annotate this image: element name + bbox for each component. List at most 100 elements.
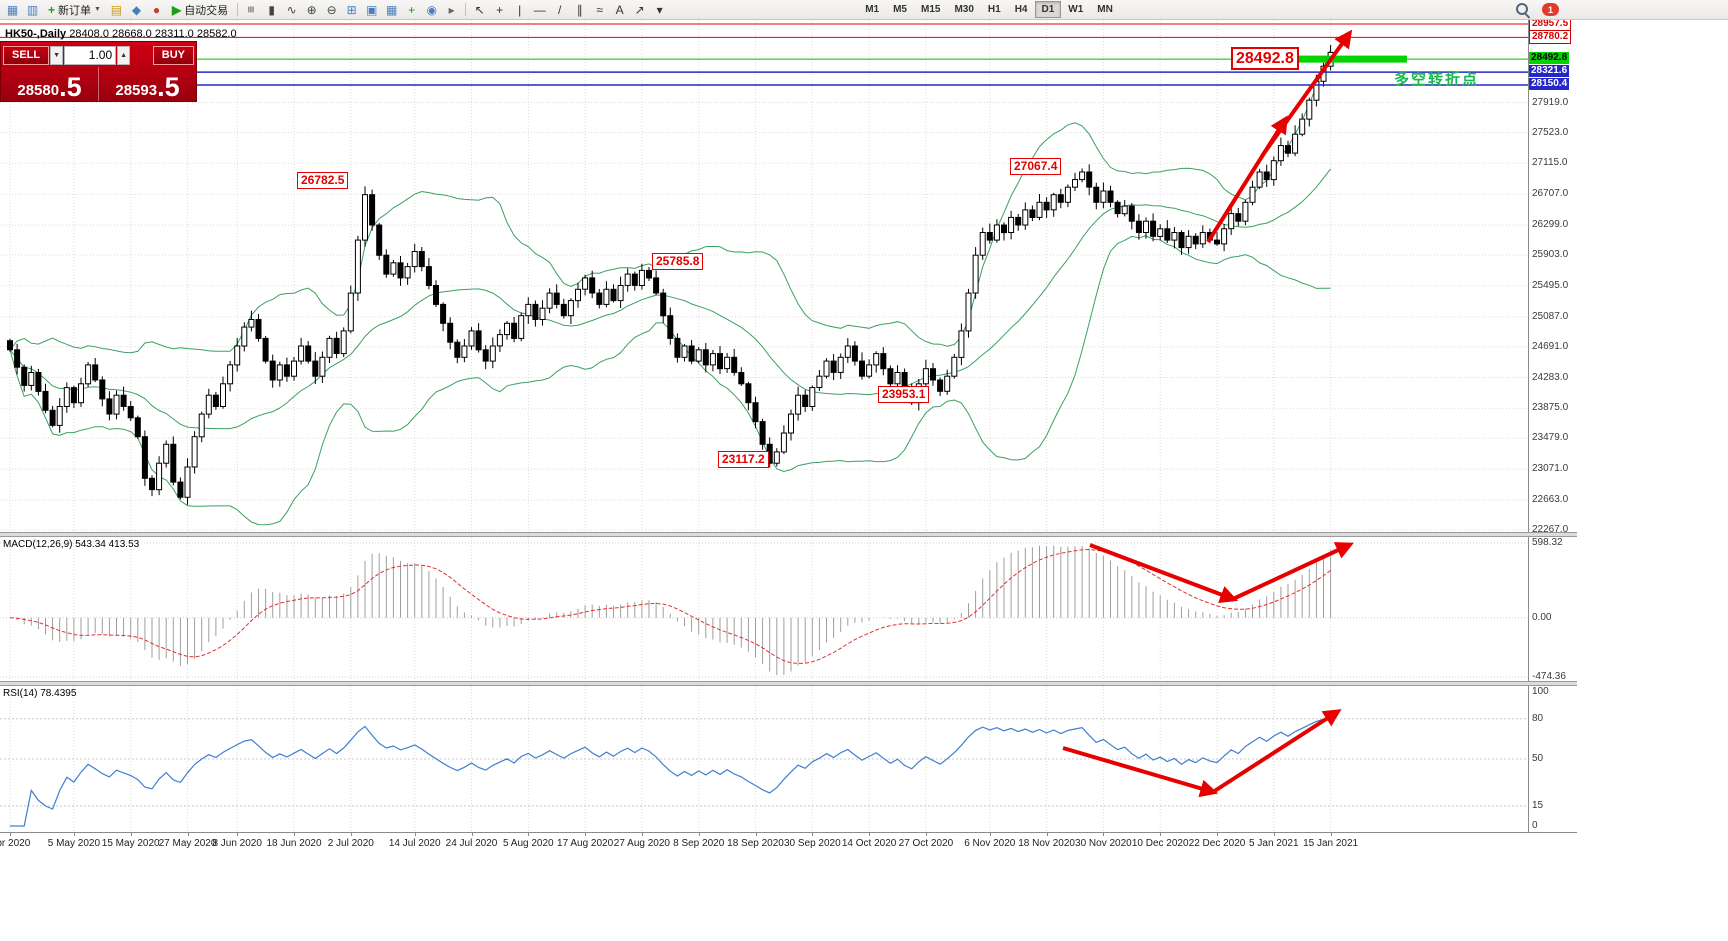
text-icon[interactable]: A <box>615 2 624 17</box>
timeframe-mn-button[interactable]: MN <box>1090 1 1120 18</box>
date-tick <box>73 833 75 836</box>
main-chart[interactable] <box>0 20 1528 534</box>
date-axis-label: 24 Jul 2020 <box>445 838 498 849</box>
date-tick <box>471 833 473 836</box>
price-axis-label: 26299.0 <box>1532 219 1569 231</box>
notification-badge[interactable]: 1 <box>1542 3 1559 16</box>
search-icon[interactable] <box>1516 3 1531 19</box>
rsi-axis-label: 0 <box>1532 820 1538 831</box>
history-center-icon[interactable]: ▤ <box>110 2 123 17</box>
rsi-pane[interactable] <box>0 686 1528 832</box>
cascade-windows-icon[interactable]: ▣ <box>366 2 378 17</box>
buy-button[interactable]: BUY <box>152 45 194 65</box>
price-axis-label: 27115.0 <box>1532 157 1568 169</box>
line-chart-icon[interactable]: ∿ <box>286 2 297 17</box>
volume-input[interactable] <box>64 45 117 65</box>
date-tick <box>869 833 871 836</box>
rsi-axis-label: 50 <box>1532 753 1544 764</box>
timeframe-m1-button[interactable]: M1 <box>858 1 886 18</box>
arrow-tools-icon[interactable]: ↗ <box>634 2 645 17</box>
date-tick <box>528 833 530 836</box>
date-axis-label: 27 Aug 2020 <box>613 838 670 849</box>
channel-icon[interactable]: ∥ <box>576 2 583 17</box>
date-axis-label: 8 Sep 2020 <box>673 838 725 849</box>
timeframe-h4-button[interactable]: H4 <box>1008 1 1035 18</box>
rsi-axis-label: 100 <box>1532 686 1549 697</box>
toolbar: ▦ ▥ + 新订单 ▼ ▤ ◆ ● ▶ 自动交易 ≡ ▮ ∿ ⊕ ⊖ ⊞ ▣ ▦ + ◉ ▸ ↖ + | — / ∥… <box>0 0 1728 20</box>
buy-price-frac: .5 <box>157 72 180 103</box>
timeframe-d1-button[interactable]: D1 <box>1034 1 1062 18</box>
price-axis-label: 24691.0 <box>1532 340 1569 352</box>
zoom-in-icon[interactable]: ⊕ <box>306 2 317 17</box>
alerts-icon[interactable]: ● <box>152 2 161 17</box>
objects-list-icon[interactable]: ▾ <box>656 2 663 17</box>
timeframe-m15-button[interactable]: M15 <box>914 1 947 18</box>
sell-button[interactable]: SELL <box>3 45 50 65</box>
new-order-label: 新订单 <box>58 4 92 17</box>
price-axis-label: 25903.0 <box>1532 249 1569 260</box>
timeframe-m5-button[interactable]: M5 <box>886 1 914 18</box>
chart-shift-icon[interactable]: ▸ <box>448 2 455 17</box>
date-axis-label: 10 Dec 2020 <box>1131 838 1189 849</box>
timeframe-group: M1 M5 M15 M30 H1 H4 D1 W1 MN <box>858 1 1120 18</box>
new-order-button[interactable]: + 新订单 ▼ <box>43 1 106 18</box>
zoom-out-icon[interactable]: ⊖ <box>326 2 337 17</box>
price-level-label: 28780.2 <box>1529 30 1572 45</box>
bar-chart-icon[interactable]: ≡ <box>244 5 259 13</box>
timeframe-w1-button[interactable]: W1 <box>1061 1 1090 18</box>
buy-price[interactable]: 28593 .5 <box>99 67 196 101</box>
sell-price[interactable]: 28580 .5 <box>1 67 99 101</box>
auto-trading-button[interactable]: ▶ 自动交易 <box>167 1 233 18</box>
data-window-icon[interactable]: ▥ <box>26 2 39 17</box>
plus-icon: + <box>48 2 56 17</box>
trendline-icon[interactable]: / <box>558 2 562 17</box>
fibonacci-icon[interactable]: ≈ <box>596 2 603 17</box>
date-tick <box>1160 833 1162 836</box>
pane-divider[interactable] <box>0 532 1577 537</box>
toolbar-group-objects: ↖ + | — / ∥ ≈ A ↗ ▾ <box>470 1 669 18</box>
buy-price-main: 28593 <box>115 82 158 100</box>
timeframe-m30-button[interactable]: M30 <box>947 1 980 18</box>
axis-border <box>1528 20 1529 832</box>
ohlc-values: 28408.0 28668.0 28311.0 28582.0 <box>69 28 237 40</box>
arrange-windows-icon[interactable]: ▦ <box>386 2 398 17</box>
volume-decrease-button[interactable]: ▼ <box>50 45 64 65</box>
strategy-tester-icon[interactable]: ◆ <box>131 2 142 17</box>
crosshair-icon[interactable]: + <box>496 2 504 17</box>
rsi-axis-label: 15 <box>1532 799 1544 811</box>
candlestick-chart-icon[interactable]: ▮ <box>268 2 275 17</box>
play-icon: ▶ <box>171 2 182 17</box>
date-axis-label: 30 Nov 2020 <box>1075 838 1132 849</box>
horizontal-line-icon[interactable]: — <box>533 2 546 17</box>
pane-divider[interactable] <box>0 681 1577 686</box>
market-watch-icon[interactable]: ▦ <box>6 2 19 17</box>
toolbar-group-chart: ≡ ▮ ∿ ⊕ ⊖ ⊞ ▣ ▦ + ◉ ▸ <box>242 1 461 18</box>
price-axis[interactable]: 27919.0 27523.0 27115.0 26707.0 26299.0 25903… <box>1529 17 1577 854</box>
toolbar-group-tools: ▤ ◆ ● <box>107 1 166 18</box>
volume-increase-button[interactable]: ▲ <box>117 45 131 65</box>
date-tick <box>187 833 189 836</box>
macd-pane[interactable] <box>0 537 1528 683</box>
one-click-trading-panel: SELL ▼ ▲ BUY 28580 .5 28593 .5 <box>0 41 197 102</box>
date-axis-label: 5 Aug 2020 <box>502 838 554 849</box>
date-tick <box>350 833 352 836</box>
timeframe-h1-button[interactable]: H1 <box>981 1 1008 18</box>
new-chart-icon[interactable]: + <box>408 2 416 17</box>
price-axis-label: 27523.0 <box>1532 126 1569 138</box>
date-axis-label: 18 Jun 2020 <box>266 838 322 849</box>
date-axis-label: 17 Aug 2020 <box>557 838 614 849</box>
toolbar-group-windows: ▦ ▥ <box>3 1 42 18</box>
date-axis-label: 8 Jun 2020 <box>212 838 262 849</box>
date-tick <box>698 833 700 836</box>
date-axis-label: 15 Jan 2021 <box>1303 838 1359 849</box>
rsi-header: RSI(14) 78.4395 <box>3 688 77 699</box>
date-tick <box>1330 833 1332 836</box>
auto-scroll-icon[interactable]: ◉ <box>426 2 437 17</box>
date-tick <box>10 833 11 836</box>
vertical-line-icon[interactable]: | <box>518 2 522 17</box>
price-callout: 27067.4 <box>1010 158 1062 175</box>
tile-windows-icon[interactable]: ⊞ <box>346 2 357 17</box>
symbol-title: HK50-,Daily <box>5 28 67 40</box>
cursor-icon[interactable]: ↖ <box>474 2 485 17</box>
